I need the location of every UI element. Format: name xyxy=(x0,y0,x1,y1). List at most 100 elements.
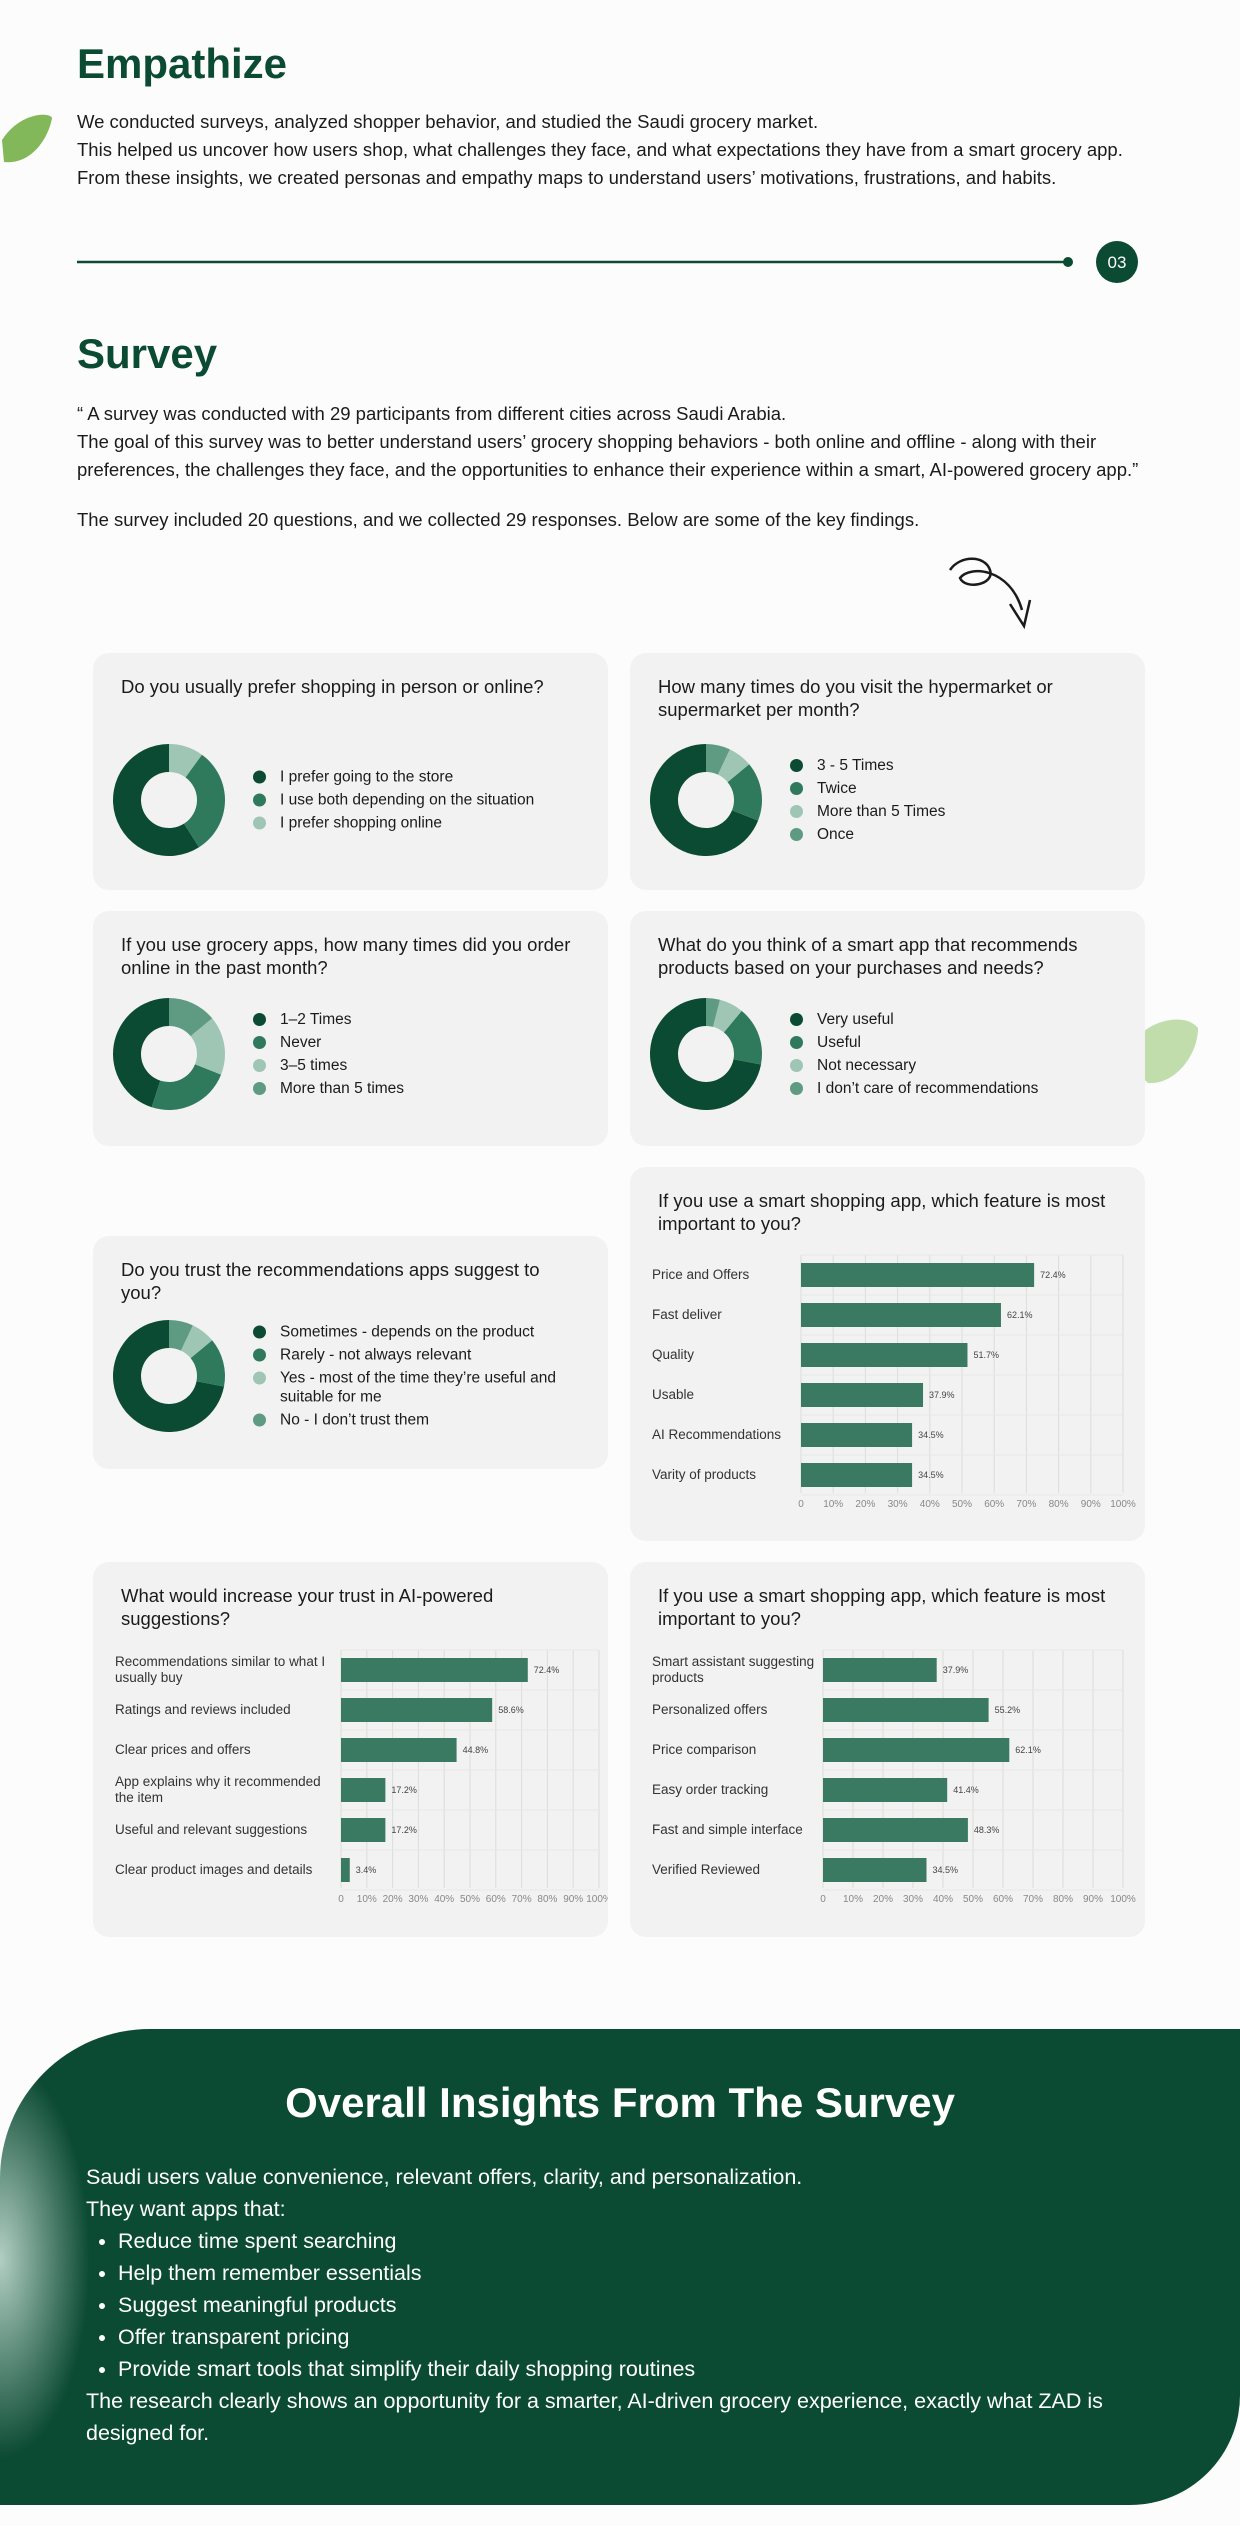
value-label: 37.9% xyxy=(929,1390,955,1400)
legend-item: More than 5 Times xyxy=(790,802,1130,821)
x-tick-label: 60% xyxy=(984,1499,1004,1510)
chart xyxy=(650,998,762,1110)
bar xyxy=(801,1343,968,1367)
legend-swatch xyxy=(253,1325,266,1339)
value-label: 34.5% xyxy=(918,1430,944,1440)
legend-label: I prefer going to the store xyxy=(280,768,454,786)
section-title: Survey xyxy=(77,330,218,377)
legend-item: Useful xyxy=(790,1033,1130,1052)
x-tick-label: 90% xyxy=(1081,1499,1101,1510)
chart-card: How many times do you visit the hypermar… xyxy=(630,653,1145,890)
pie-slice xyxy=(151,1064,222,1110)
legend-label: Yes - most of the time they’re useful an… xyxy=(280,1369,556,1406)
legend: 1–2 Times Never 3–5 times More than 5 times xyxy=(253,1006,593,1102)
value-label: 17.2% xyxy=(391,1825,417,1835)
x-tick-label: 70% xyxy=(1023,1894,1043,1905)
value-label: 72.4% xyxy=(534,1665,560,1675)
chart-title: If you use a smart shopping app, which f… xyxy=(658,1585,1106,1629)
x-tick-label: 10% xyxy=(823,1499,843,1510)
x-tick-label: 70% xyxy=(1016,1499,1036,1510)
legend-swatch xyxy=(253,1036,266,1049)
pie-slice xyxy=(717,749,750,783)
legend-label: Never xyxy=(280,1034,322,1051)
x-tick-label: 20% xyxy=(383,1894,403,1905)
divider-badge xyxy=(1096,241,1138,283)
category-label: Clear prices and offers xyxy=(115,1742,251,1757)
paragraph-line: “ A survey was conducted with 29 partici… xyxy=(77,403,787,424)
legend-swatch xyxy=(253,1413,266,1427)
x-tick-label: 40% xyxy=(920,1499,940,1510)
legend: 3 - 5 Times Twice More than 5 Times Once xyxy=(790,752,1130,848)
value-label: 51.7% xyxy=(973,1350,999,1360)
x-tick-label: 30% xyxy=(888,1499,908,1510)
paragraph-line: This helped us uncover how users shop, w… xyxy=(77,139,1123,160)
legend-label: Useful xyxy=(817,1034,861,1051)
x-tick-label: 90% xyxy=(1083,1894,1103,1905)
chart: 0 10% 20% 30% 40% 50% 60% 70% 80% 90% 100% 72.4% 62.… xyxy=(798,1254,1136,1510)
category-label: Personalized offers xyxy=(652,1702,768,1717)
pie-slice xyxy=(113,1320,225,1432)
legend-item: 3–5 times xyxy=(253,1056,593,1075)
x-tick-label: 90% xyxy=(563,1894,583,1905)
legend-swatch xyxy=(253,793,266,807)
chart-card: 0 10% 20% 30% 40% 50% 60% 70% 80% 90% 100% 72.4% 62.… xyxy=(630,1167,1145,1541)
x-tick-label: 30% xyxy=(408,1894,428,1905)
category-label: Quality xyxy=(652,1347,695,1362)
category-label: Recommendations similar to what I usuall… xyxy=(115,1654,326,1685)
legend-swatch xyxy=(253,816,266,830)
divider-dot xyxy=(1063,257,1073,267)
x-tick-label: 30% xyxy=(903,1894,923,1905)
legend-label: Rarely - not always relevant xyxy=(280,1346,472,1364)
chart-card: What do you think of a smart app that re… xyxy=(630,911,1145,1146)
chart xyxy=(112,998,225,1110)
leaf xyxy=(2,114,52,163)
pie-slice xyxy=(169,1320,193,1351)
legend-label: I prefer shopping online xyxy=(280,814,443,832)
bar xyxy=(801,1303,1001,1327)
legend: Very useful Useful Not necessary I don’t ca… xyxy=(790,1006,1130,1102)
x-tick-label: 80% xyxy=(537,1894,557,1905)
x-tick-label: 80% xyxy=(1049,1499,1069,1510)
x-tick-label: 50% xyxy=(963,1894,983,1905)
value-label: 34.5% xyxy=(918,1470,944,1480)
chart: 0 10% 20% 30% 40% 50% 60% 70% 80% 90% 100% 37.9% 55.… xyxy=(820,1649,1136,1905)
legend-item: Very useful xyxy=(790,1010,1130,1029)
legend-item: Yes - most of the time they’re useful an… xyxy=(253,1369,593,1407)
category-label: App explains why it recommended the item xyxy=(115,1774,321,1805)
x-tick-label: 10% xyxy=(843,1894,863,1905)
x-tick-label: 40% xyxy=(434,1894,454,1905)
x-tick-label: 80% xyxy=(1053,1894,1073,1905)
x-tick-label: 0 xyxy=(338,1894,344,1905)
legend-item: 3 - 5 Times xyxy=(790,756,1130,775)
bar xyxy=(341,1698,493,1722)
insights-bullet: Provide smart tools that simplify their … xyxy=(118,2353,1166,2385)
chart-title: If you use grocery apps, how many times … xyxy=(121,934,571,978)
pie-slice xyxy=(190,1340,226,1387)
value-label: 62.1% xyxy=(1015,1745,1041,1755)
value-label: 3.4% xyxy=(356,1865,377,1875)
chart-card: 0 10% 20% 30% 40% 50% 60% 70% 80% 90%100% 72.4% 58.… xyxy=(93,1562,608,1937)
category-label: Smart assistant suggesting products xyxy=(652,1654,815,1685)
section-title: Empathize xyxy=(77,40,288,87)
chart-title: What would increase your trust in AI-pow… xyxy=(121,1585,494,1629)
chart-card: Do you trust the recommendations apps su… xyxy=(93,1236,608,1469)
pie-slice xyxy=(112,998,169,1108)
category-label: Fast deliver xyxy=(652,1307,722,1322)
legend-item: Twice xyxy=(790,779,1130,798)
paragraph: “ A survey was conducted with 29 partici… xyxy=(77,400,1177,484)
insights-bullet: Reduce time spent searching xyxy=(118,2225,1166,2257)
legend-swatch xyxy=(253,1371,266,1385)
legend-item: Once xyxy=(790,825,1130,844)
x-tick-label: 40% xyxy=(933,1894,953,1905)
pie-slice xyxy=(180,1325,213,1359)
bar xyxy=(823,1778,948,1802)
chart-title: How many times do you visit the hypermar… xyxy=(658,676,1053,720)
legend-swatch xyxy=(253,1082,266,1095)
pie-slice xyxy=(650,744,759,856)
insights-bullet: Suggest meaningful products xyxy=(118,2289,1166,2321)
legend-item: 1–2 Times xyxy=(253,1010,593,1029)
chart-title: Do you trust the recommendations apps su… xyxy=(121,1259,540,1303)
category-label: Ratings and reviews included xyxy=(115,1702,291,1717)
